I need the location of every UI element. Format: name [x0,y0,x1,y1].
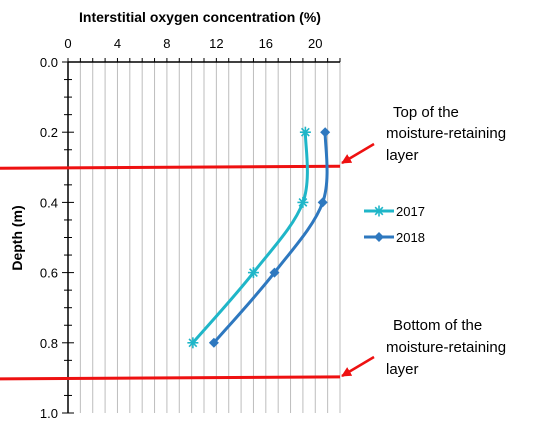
y-axis-title: Depth (m) [9,205,25,270]
y-tick-labels: 0.0 0.2 0.4 0.6 0.8 1.0 [40,55,58,421]
y-tick-label: 0.8 [40,336,58,351]
x-tick-labels: 0 4 8 12 16 20 [64,36,322,51]
y-tick-label: 0.2 [40,125,58,140]
x-tick-label: 4 [114,36,121,51]
data-point-2018 [269,267,280,278]
data-point-2018 [320,127,331,138]
annotation-top-line-3: layer [386,147,419,164]
annotation-bottom-line-3: layer [386,361,419,378]
data-point-2017 [187,337,199,349]
x-tick-label: 16 [259,36,273,51]
x-tick-label: 20 [308,36,322,51]
y-tick-label: 1.0 [40,406,58,421]
annotation-bottom-line-1: Bottom of the [393,317,482,334]
annotation-bottom-line-2: moisture-retaining [386,339,506,356]
x-tick-label: 0 [64,36,71,51]
annotation-bottom-arrow [341,355,375,378]
data-point-2018 [208,337,219,348]
legend-label-2017: 2017 [396,204,425,219]
data-series [187,126,331,349]
x-axis-title: Interstitial oxygen concentration (%) [79,9,321,25]
x-tick-label: 8 [163,36,170,51]
legend-marker-2018 [374,232,384,242]
series-line-2018 [212,132,329,344]
annotation-top-line-2: moisture-retaining [386,125,506,142]
data-point-2018 [317,197,328,208]
reference-line-top [0,164,341,170]
vertical-gridlines [67,62,341,413]
reference-line-bottom [0,375,341,381]
data-point-2017 [299,126,311,138]
data-point-2017 [247,267,259,279]
legend-marker-2017 [373,205,385,217]
legend-label-2018: 2018 [396,230,425,245]
annotation-top-arrow [341,142,375,165]
legend: 2017 2018 [364,204,425,245]
annotation-top-line-1: Top of the [393,104,459,121]
y-tick-label: 0.0 [40,55,58,70]
y-tick-label: 0.4 [40,195,58,210]
axes [62,58,341,414]
series-line-2017 [191,132,309,344]
reference-lines [0,164,341,381]
y-tick-label: 0.6 [40,266,58,281]
x-tick-label: 12 [209,36,223,51]
data-point-2017 [297,196,309,208]
